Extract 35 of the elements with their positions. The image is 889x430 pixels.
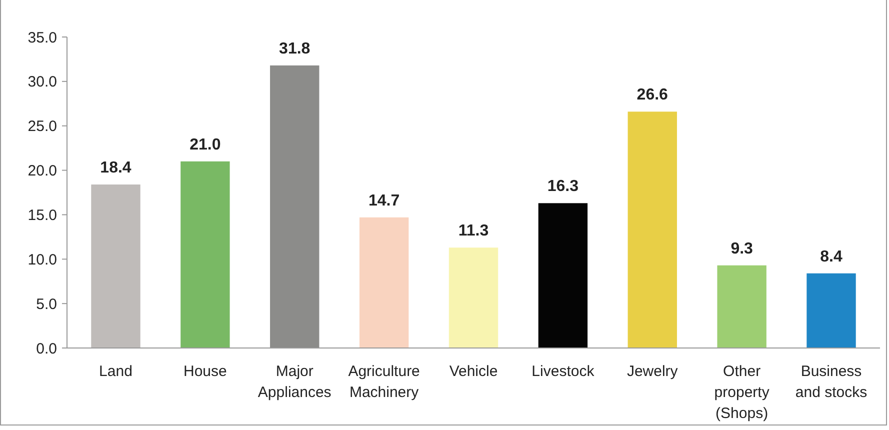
data-label: 16.3 (547, 178, 579, 196)
data-label: 8.4 (820, 248, 842, 266)
bar (270, 65, 320, 348)
data-label: 11.3 (458, 222, 489, 240)
x-tick-label: Major Appliances (258, 363, 332, 401)
bar (359, 217, 409, 348)
bar (717, 265, 766, 348)
bar (91, 184, 140, 348)
y-tick-label: 25.0 (28, 118, 57, 136)
data-label: 14.7 (368, 192, 400, 210)
y-tick-label: 30.0 (28, 74, 57, 91)
x-tick-label: Land (99, 363, 132, 380)
x-tick-label: House (184, 363, 227, 380)
y-tick-label: 0.0 (36, 340, 57, 358)
y-tick-label: 20.0 (28, 162, 57, 180)
data-label: 9.3 (730, 240, 754, 258)
data-label: 26.6 (636, 86, 668, 104)
bar (448, 248, 498, 348)
y-tick-label: 10.0 (28, 251, 57, 268)
bar (538, 203, 588, 348)
data-label: 31.8 (279, 40, 310, 58)
x-tick-label: Livestock (532, 363, 595, 380)
bar (806, 273, 856, 348)
y-tick-label: 15.0 (28, 206, 57, 224)
bar (628, 112, 677, 348)
y-tick-label: 35.0 (28, 29, 57, 46)
x-tick-label: Vehicle (449, 363, 498, 380)
x-tick-label: Jewelry (626, 363, 678, 380)
bar (180, 161, 230, 348)
x-tick-label: Other property (Shops) (714, 363, 770, 422)
y-tick-label: 5.0 (36, 296, 57, 313)
x-tick-label: Agriculture Machinery (348, 363, 420, 401)
data-label: 18.4 (100, 160, 132, 177)
x-tick-label: Business and stocks (795, 363, 868, 401)
data-label: 21.0 (190, 136, 221, 154)
